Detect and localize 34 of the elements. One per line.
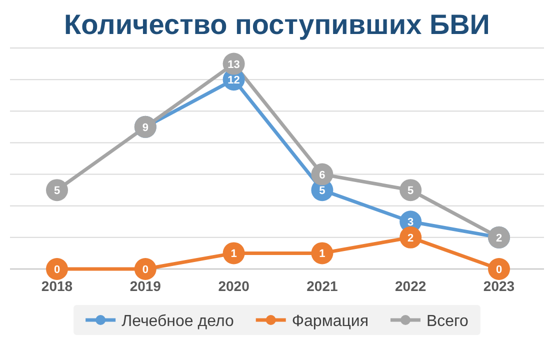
legend-label: Всего	[426, 313, 469, 330]
point	[134, 258, 156, 280]
point	[311, 242, 334, 264]
x-tick-label: 2021	[306, 278, 338, 294]
data-label: 0	[496, 264, 502, 276]
data-label: 13	[228, 58, 240, 71]
data-label: 3	[408, 216, 414, 229]
x-tick-label: 2022	[395, 278, 426, 294]
data-label: 0	[54, 264, 60, 276]
data-label: 0	[142, 264, 148, 276]
data-label: 1	[319, 248, 326, 260]
data-label: 1	[230, 248, 237, 260]
data-label: 9	[142, 122, 148, 134]
data-label: 5	[319, 185, 326, 198]
x-tick-label: 2023	[483, 278, 515, 294]
chart-title: Количество поступивших БВИ	[64, 9, 490, 40]
data-label: 5	[408, 185, 414, 198]
x-tick-label: 2018	[41, 278, 73, 294]
data-label: 5	[54, 185, 60, 198]
legend-label: Фармация	[292, 313, 368, 330]
data-label: 12	[228, 74, 240, 87]
x-tick-label: 2020	[218, 278, 250, 294]
point	[46, 179, 68, 202]
point	[488, 258, 510, 280]
data-label: 2	[408, 232, 414, 244]
point	[400, 179, 422, 202]
data-label: 6	[319, 169, 326, 182]
point	[222, 242, 245, 264]
data-label: 2	[496, 232, 502, 244]
point	[46, 258, 68, 280]
point	[311, 163, 334, 186]
x-tick-label: 2019	[130, 278, 162, 294]
point	[400, 226, 422, 248]
legend-label: Лечебное дело	[122, 313, 234, 330]
